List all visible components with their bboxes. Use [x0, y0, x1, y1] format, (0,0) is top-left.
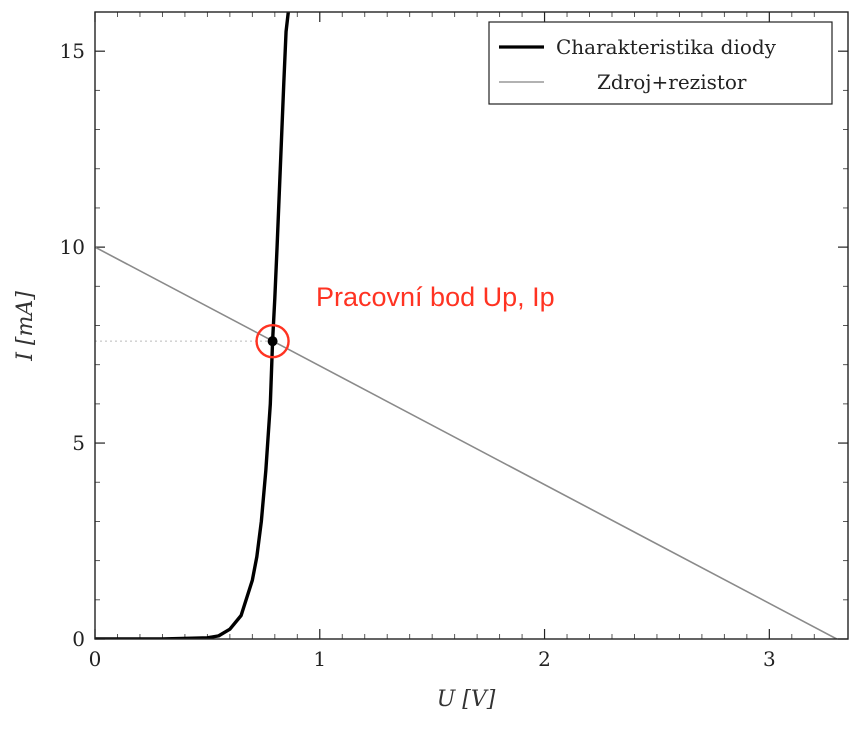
y-tick-label: 5 — [72, 431, 85, 455]
series-line-zdroj-rezistor — [95, 246, 838, 639]
x-axis-label: U [V] — [437, 687, 496, 712]
series-line-charakteristika-diody — [95, 12, 290, 639]
y-tick-label: 10 — [60, 235, 85, 259]
x-tick-label: 3 — [763, 647, 776, 671]
legend: Charakteristika diody Zdroj+rezistor — [488, 21, 833, 105]
x-tick-label: 2 — [538, 647, 551, 671]
plot-area: 0 1 2 3 0 5 10 15 — [60, 11, 849, 671]
legend-label-diode: Charakteristika diody — [556, 35, 777, 59]
y-axis-label: I [mA] — [13, 291, 38, 362]
operating-point-label: Pracovní bod Up, Ip — [316, 282, 555, 312]
y-tick-label: 0 — [72, 627, 85, 651]
legend-box — [488, 21, 833, 105]
x-tick-label: 1 — [313, 647, 326, 671]
x-tick-label: 0 — [89, 647, 102, 671]
operating-point-ring — [255, 323, 290, 359]
legend-label-source: Zdroj+rezistor — [597, 70, 747, 94]
y-tick-label: 15 — [60, 39, 85, 63]
operating-point-marker — [267, 336, 278, 347]
plot-frame — [94, 11, 849, 640]
